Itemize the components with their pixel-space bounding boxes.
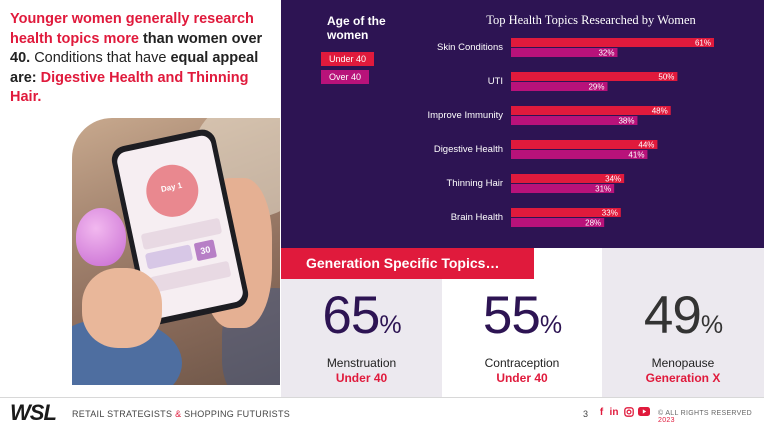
headline-topics: Digestive Health and Thinning Hair.: [10, 69, 249, 106]
bar-chart: Skin Conditions 61% 32% UTI 50% 29% Improve Im…: [428, 38, 714, 228]
bar: [511, 48, 618, 57]
stat-unit: %: [539, 311, 562, 339]
headline-text-bold: than women over 40.: [10, 30, 263, 67]
screen-number: 30: [193, 239, 218, 262]
stat-group: Generation X: [645, 371, 721, 385]
bar: [511, 106, 671, 115]
bar: [511, 38, 714, 47]
bar-value-label: 33%: [602, 209, 618, 218]
category-label: Improve Immunity: [428, 110, 504, 121]
bar: [511, 140, 658, 149]
stat-unit: %: [700, 311, 723, 339]
bar-value-label: 48%: [652, 107, 668, 116]
bar-value-label: 44%: [638, 141, 654, 150]
legend-item-over-40: Over 40: [321, 70, 370, 84]
stat-label: Contraception: [484, 356, 560, 370]
bar: [511, 184, 615, 193]
category-label: Digestive Health: [434, 144, 503, 155]
stat-panel-left: [281, 279, 442, 397]
bar-value-label: 32%: [598, 49, 614, 58]
tagline-part: SHOPPING FUTURISTS: [181, 409, 291, 419]
generation-banner: Generation Specific Topics…: [281, 248, 534, 279]
bar: [511, 72, 678, 81]
footer-tagline: RETAIL STRATEGISTS & SHOPPING FUTURISTS: [72, 409, 290, 419]
stat-group: Under 40: [335, 371, 388, 385]
hero-photo: Day 1 30: [72, 118, 280, 385]
photo-hand-left: [82, 268, 162, 348]
stat-value: 65: [322, 286, 380, 345]
bar-value-label: 28%: [585, 219, 601, 228]
stat-group: Under 40: [496, 371, 548, 385]
bar: [511, 174, 625, 183]
facebook-icon[interactable]: f: [599, 407, 604, 418]
stat-value: 55: [482, 286, 541, 345]
chart-panel: Age of the women Under 40 Over 40 Top He…: [281, 0, 764, 248]
bar-value-label: 31%: [595, 185, 611, 194]
bar: [511, 82, 608, 91]
stat-panel-right: [602, 248, 764, 397]
bar: [511, 116, 638, 125]
stat-contraception: 55% Contraception Under 40: [442, 288, 602, 386]
headline-text: Conditions that have: [30, 50, 171, 66]
bar: [511, 208, 621, 217]
footer-divider: [0, 397, 764, 398]
stat-menopause: 49% Menopause Generation X: [602, 288, 764, 386]
tagline-ampersand: &: [175, 409, 182, 419]
chart-title: Top Health Topics Researched by Women: [486, 13, 696, 27]
bar-value-label: 41%: [628, 151, 644, 160]
bar-value-label: 50%: [658, 73, 674, 82]
bar-value-label: 29%: [588, 83, 604, 92]
bar-value-label: 34%: [605, 175, 621, 184]
copyright-text: © ALL RIGHTS RESERVED: [658, 410, 752, 417]
wsl-logo: WSL: [10, 400, 57, 426]
instagram-icon[interactable]: [623, 407, 634, 418]
youtube-icon[interactable]: [637, 407, 650, 418]
headline-emphasis: Younger women generally research health …: [10, 11, 254, 47]
tagline-part: RETAIL STRATEGISTS: [72, 409, 176, 419]
bar-value-label: 61%: [695, 39, 711, 48]
copyright-year: 2023: [658, 417, 675, 424]
stat-panel-middle: [442, 279, 602, 397]
headline: Younger women generally research health …: [10, 10, 278, 108]
page-number: 3: [583, 409, 589, 419]
legend-title: Age of the women: [327, 14, 386, 42]
stat-menstruation: 65% Menstruation Under 40: [281, 288, 442, 386]
linkedin-icon[interactable]: in: [609, 407, 619, 418]
category-label: Thinning Hair: [447, 178, 504, 189]
bar-value-label: 38%: [618, 117, 634, 126]
category-label: Skin Conditions: [437, 42, 503, 53]
bar: [511, 150, 648, 159]
stat-label: Menstruation: [326, 356, 397, 370]
legend-item-under-40: Under 40: [321, 52, 375, 66]
bar: [511, 218, 605, 227]
category-label: UTI: [488, 76, 503, 87]
copyright: © ALL RIGHTS RESERVED 2023: [658, 410, 764, 424]
stat-value: 49: [643, 286, 702, 345]
stat-label: Menopause: [651, 356, 715, 370]
stat-unit: %: [379, 311, 401, 339]
logo-text: WSL: [10, 400, 57, 425]
menstrual-cup: [76, 208, 126, 266]
category-label: Brain Health: [451, 212, 503, 223]
headline-text-equal: equal appeal are:: [10, 50, 259, 86]
